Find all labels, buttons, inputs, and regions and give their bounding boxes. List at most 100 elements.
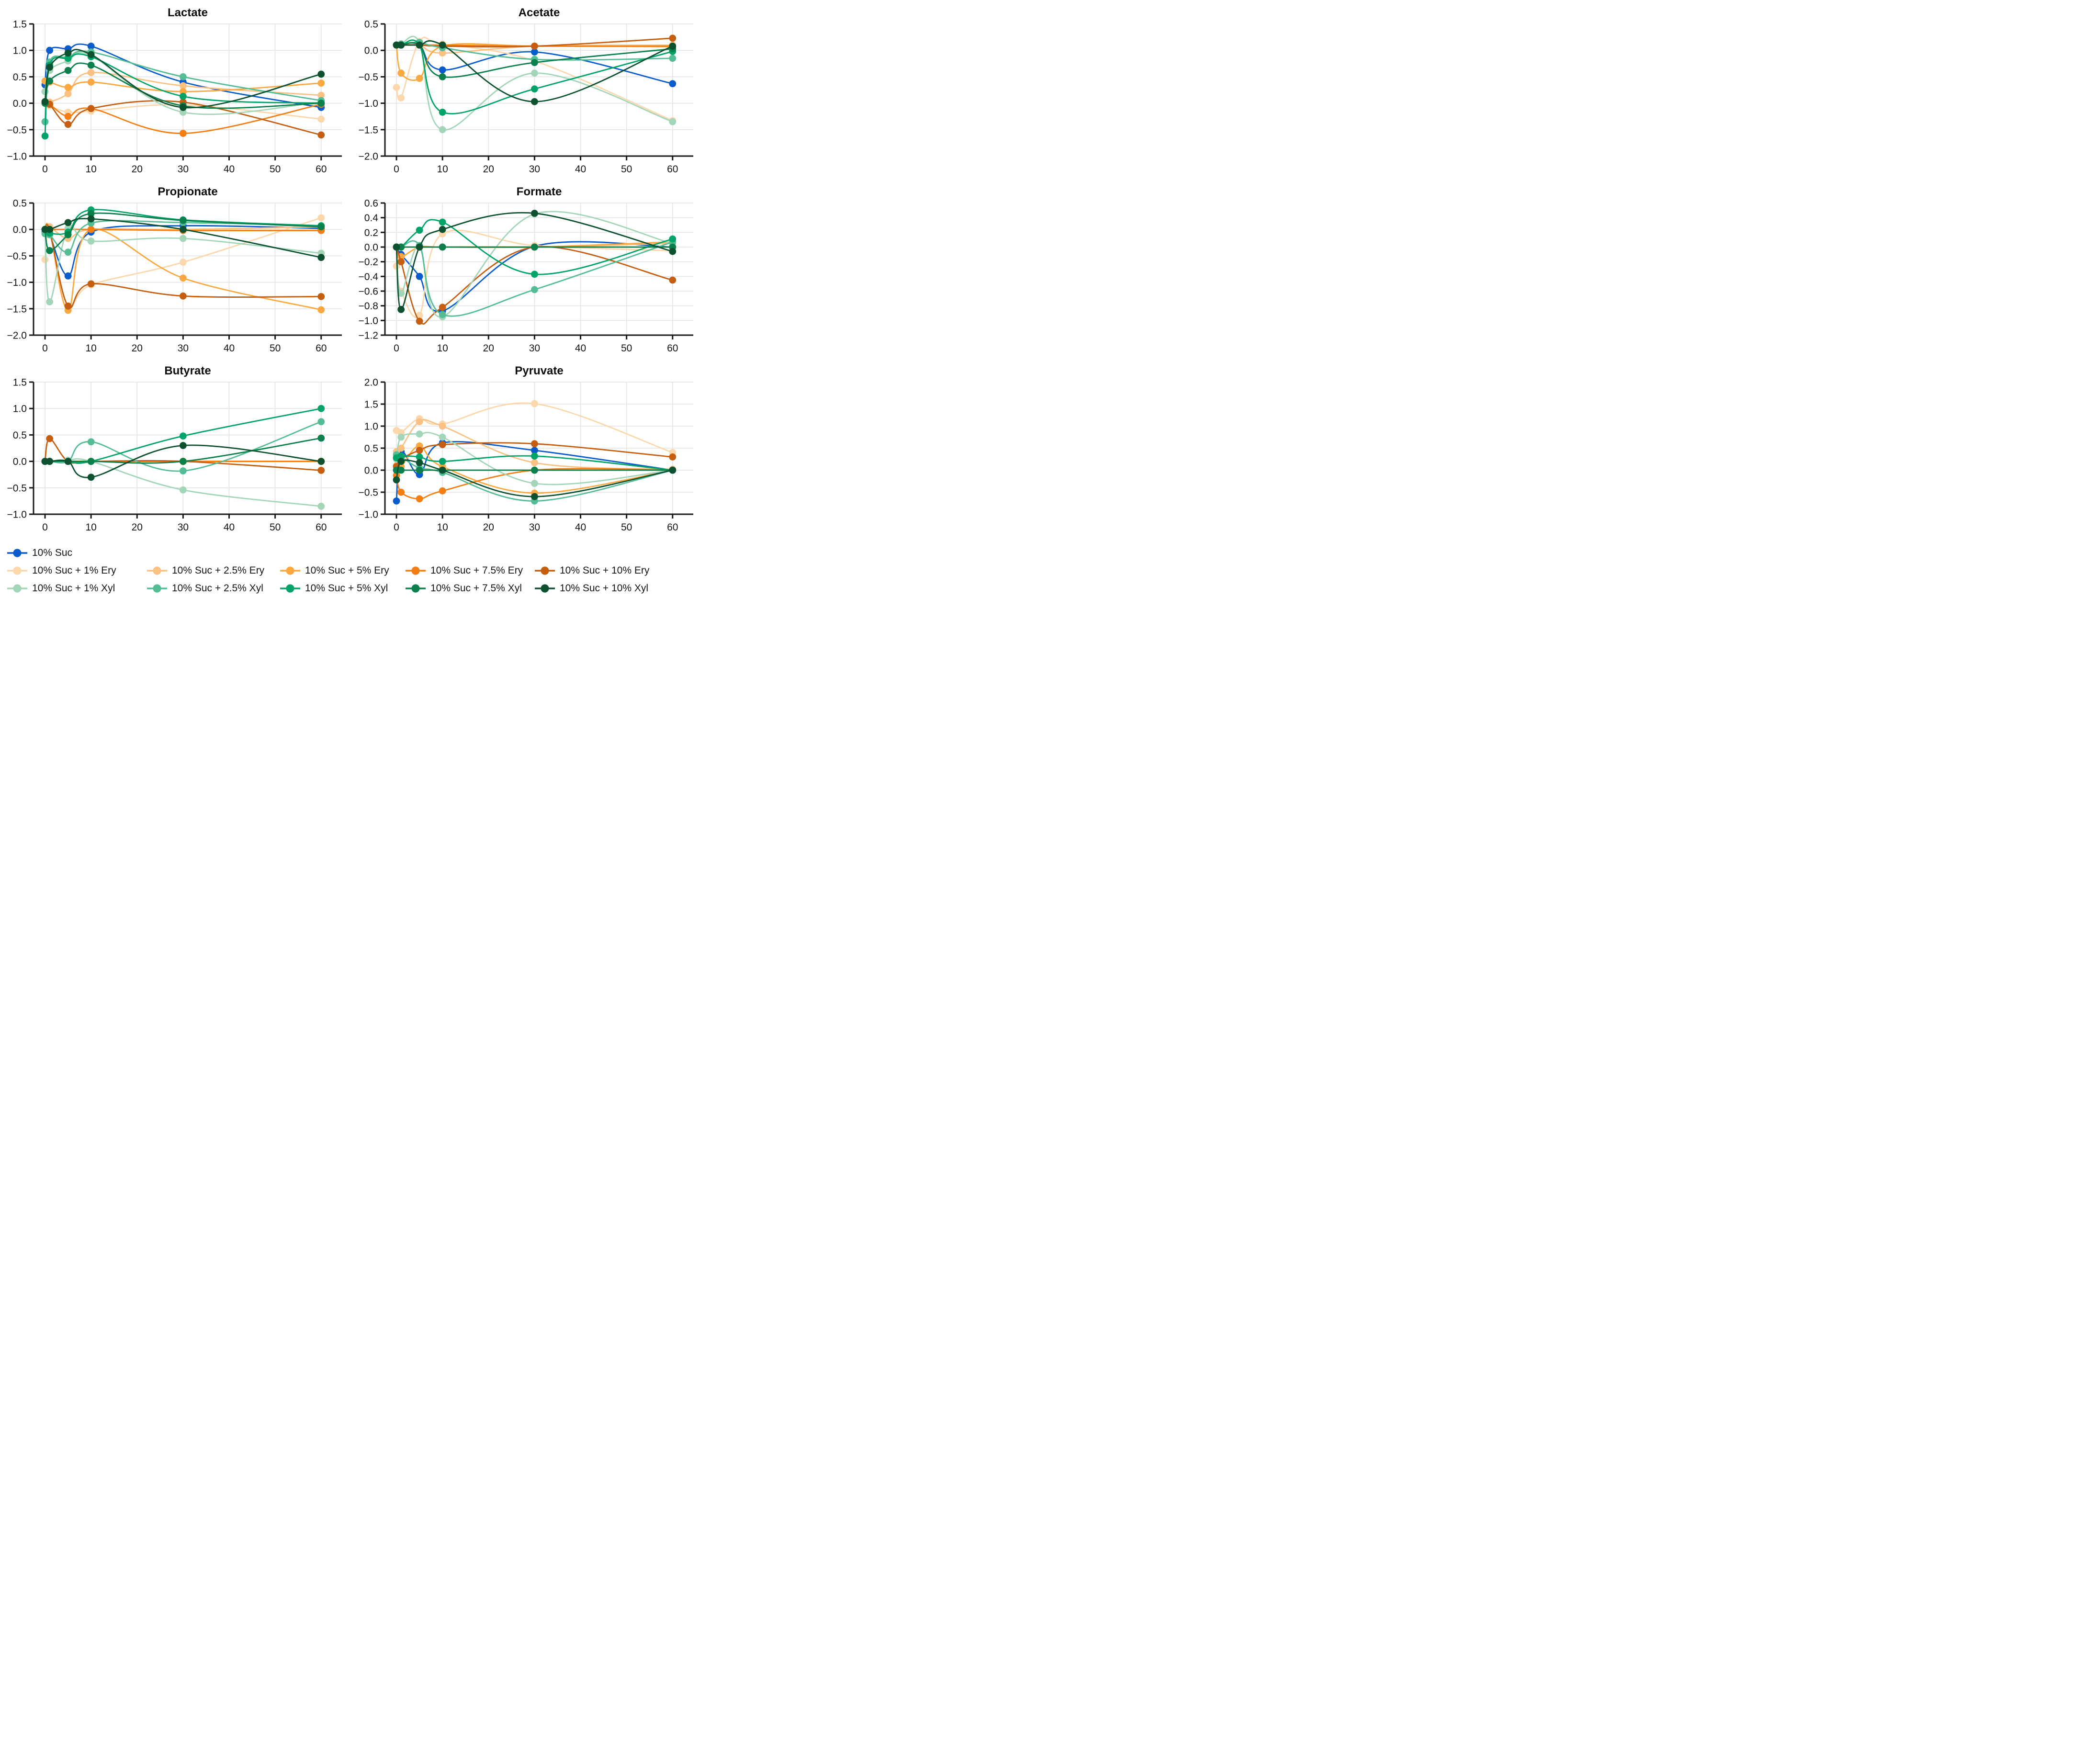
y-tick-label: −0.5 <box>359 72 378 83</box>
legend-label: 10% Suc + 7.5% Ery <box>430 564 523 576</box>
point-propionate-ery1 <box>179 259 187 266</box>
x-tick-label: 30 <box>178 343 189 354</box>
x-tick-label: 10 <box>437 522 448 533</box>
point-butyrate-xyl7_5 <box>87 458 95 465</box>
point-acetate-xyl1 <box>531 69 538 77</box>
y-tick-label: −1.2 <box>359 330 378 341</box>
point-propionate-ery1 <box>41 256 49 263</box>
legend-marker-icon <box>7 584 27 593</box>
legend-marker-icon <box>7 548 27 557</box>
plot-lactate: −1.0 −0.5 0.0 0.5 1.0 1.5 0 10 20 30 40 50 60 <box>7 20 342 175</box>
point-pyruvate-xyl5 <box>397 452 405 460</box>
point-formate-xyl10 <box>416 243 423 251</box>
point-acetate-ery5 <box>416 75 423 82</box>
legend-row: 10% Suc <box>7 544 696 562</box>
point-acetate-ery5 <box>397 69 405 77</box>
point-butyrate-xyl10 <box>317 458 325 465</box>
x-tick-label: 50 <box>270 343 281 354</box>
chart-title-lactate: Lactate <box>167 6 208 19</box>
point-butyrate-xyl10 <box>64 458 72 465</box>
point-lactate-xyl10 <box>87 51 95 58</box>
legend-label: 10% Suc + 1% Ery <box>32 564 116 576</box>
point-lactate-xyl10 <box>46 64 54 71</box>
point-acetate-ery10 <box>531 42 538 50</box>
point-acetate-xyl1 <box>439 126 446 134</box>
chart-title-butyrate: Butyrate <box>164 364 211 377</box>
x-tick-label: 30 <box>529 522 540 533</box>
point-formate-xyl10 <box>439 226 446 233</box>
point-propionate-xyl7_5 <box>317 223 325 231</box>
legend-label: 10% Suc + 2.5% Ery <box>172 564 265 576</box>
point-formate-xyl10 <box>669 248 677 255</box>
point-butyrate-xyl1 <box>179 486 187 494</box>
point-lactate-xyl5 <box>41 132 49 140</box>
y-tick-label: −2.0 <box>7 330 27 341</box>
point-formate-xyl5 <box>439 218 446 226</box>
plot-formate: −1.2 −1.0 −0.8 −0.6 −0.4 −0.2 0.0 0.2 0.4 0.6 0 10 2… <box>359 199 693 354</box>
point-formate-ery10 <box>416 317 423 325</box>
legend-item-xyl10: 10% Suc + 10% Xyl <box>534 583 696 594</box>
point-lactate-xyl7_5 <box>87 61 95 69</box>
y-tick-label: 0.2 <box>364 227 378 238</box>
x-tick-label: 60 <box>316 522 327 533</box>
x-tick-label: 50 <box>270 164 281 175</box>
x-tick-label: 40 <box>575 164 586 175</box>
y-tick-label: −1.0 <box>359 98 378 109</box>
point-formate-xyl2_5 <box>439 311 446 318</box>
plot-propionate: −2.0 −1.5 −1.0 −0.5 0.0 0.5 0 10 20 30 40 50 60 <box>7 199 342 354</box>
x-tick-label: 40 <box>224 343 235 354</box>
legend-label: 10% Suc + 1% Xyl <box>32 582 115 594</box>
point-acetate-xyl7_5 <box>531 59 538 66</box>
legend-item-ery5: 10% Suc + 5% Ery <box>280 565 405 576</box>
x-tick-label: 10 <box>437 164 448 175</box>
point-formate-xyl5 <box>669 235 677 243</box>
y-tick-label: −1.0 <box>7 509 27 520</box>
legend-marker-icon <box>280 566 300 575</box>
legend-label: 10% Suc <box>32 547 73 558</box>
point-lactate-ery10 <box>64 121 72 128</box>
point-acetate-ery1 <box>397 94 405 102</box>
legend-row: 10% Suc + 1% Xyl 10% Suc + 2.5% Xyl 10% Su… <box>7 579 696 597</box>
y-tick-label: 0.6 <box>364 199 378 209</box>
plot-butyrate: −1.0 −0.5 0.0 0.5 1.0 1.5 0 10 20 30 40 50 60 <box>7 378 342 533</box>
point-acetate-ery2_5 <box>439 49 446 57</box>
y-tick-label: 1.0 <box>13 404 27 415</box>
point-lactate-xyl7_5 <box>317 100 325 107</box>
y-tick-label: −0.8 <box>359 301 378 312</box>
point-pyruvate-xyl1 <box>439 433 446 441</box>
charts-grid: Lactate −1.0 −0.5 0.0 0.5 1.0 1.5 0 10 20 30 40 50 60… <box>4 5 696 537</box>
chart-title-formate: Formate <box>516 185 562 198</box>
point-acetate-xyl10 <box>439 41 446 49</box>
legend-label: 10% Suc + 10% Ery <box>560 564 650 576</box>
chart-title-propionate: Propionate <box>158 185 218 198</box>
point-pyruvate-xyl10 <box>669 466 677 474</box>
point-pyruvate-ery2_5 <box>439 422 446 430</box>
point-propionate-xyl7_5 <box>64 231 72 238</box>
point-propionate-xyl7_5 <box>87 210 95 217</box>
point-propionate-xyl2_5 <box>64 248 72 256</box>
legend-item-ery2_5: 10% Suc + 2.5% Ery <box>147 565 280 576</box>
legend-marker-icon <box>147 584 167 593</box>
point-acetate-suc10 <box>439 66 446 74</box>
x-tick-label: 50 <box>270 522 281 533</box>
point-butyrate-xyl2_5 <box>87 438 95 446</box>
y-tick-label: −0.5 <box>7 483 27 494</box>
y-tick-label: 0.5 <box>364 443 378 454</box>
point-lactate-suc10 <box>46 46 54 54</box>
legend-item-suc10: 10% Suc <box>7 547 147 559</box>
point-butyrate-xyl10 <box>46 458 54 465</box>
x-tick-label: 0 <box>42 343 48 354</box>
y-tick-label: 0.0 <box>13 456 27 467</box>
legend-item-xyl5: 10% Suc + 5% Xyl <box>280 583 405 594</box>
point-acetate-xyl10 <box>416 41 423 49</box>
y-tick-label: 0.0 <box>364 45 378 56</box>
point-acetate-xyl10 <box>397 41 405 49</box>
point-pyruvate-xyl1 <box>397 433 405 441</box>
point-pyruvate-suc10 <box>531 447 538 454</box>
y-tick-label: 1.5 <box>13 378 27 388</box>
y-tick-label: −1.0 <box>7 277 27 288</box>
point-formate-xyl2_5 <box>531 286 538 293</box>
point-lactate-ery1 <box>317 115 325 123</box>
point-acetate-xyl10 <box>669 42 677 50</box>
point-butyrate-ery10 <box>46 435 54 442</box>
